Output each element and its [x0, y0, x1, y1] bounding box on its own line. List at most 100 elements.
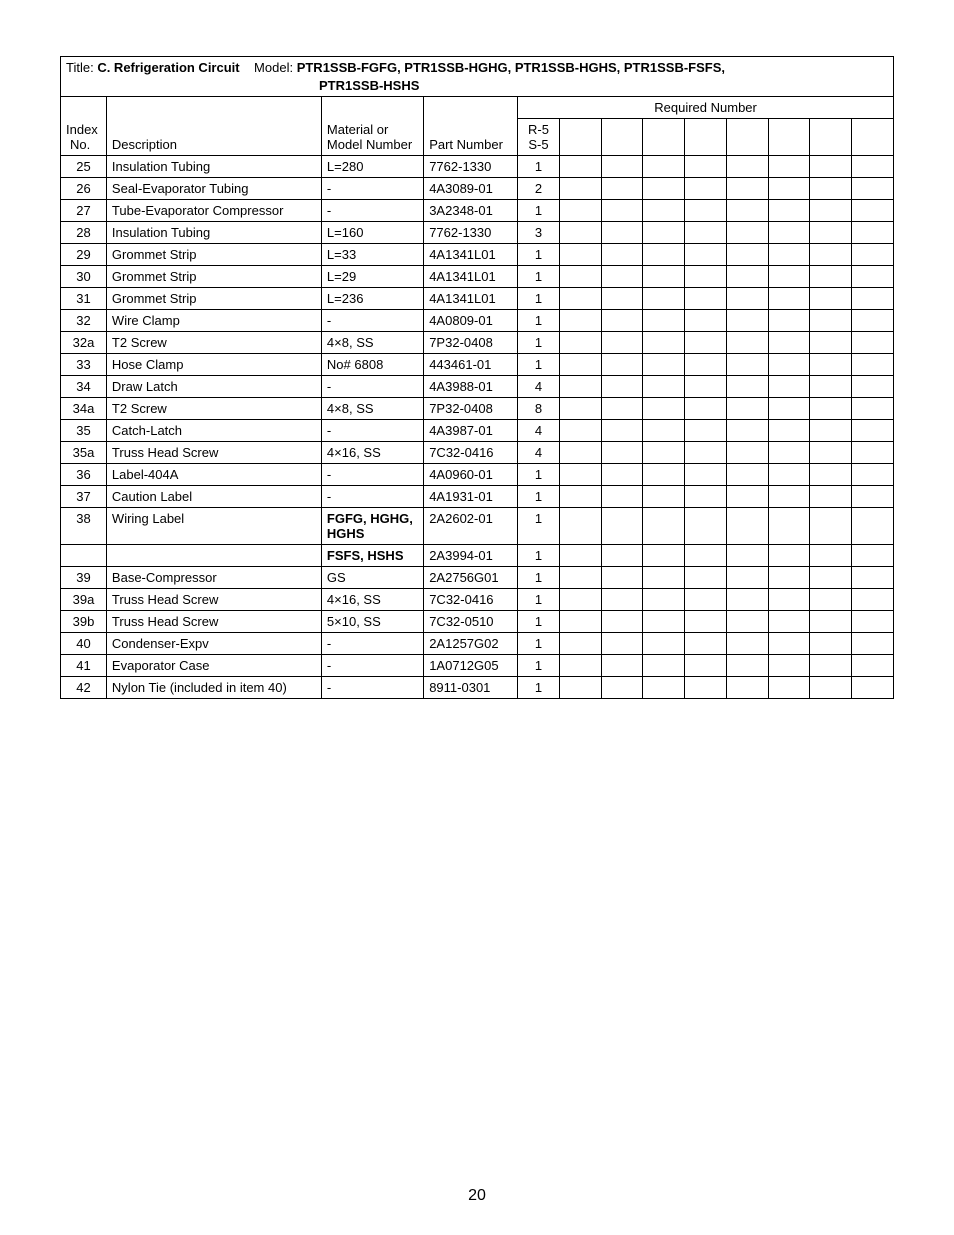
cell-blank: [643, 545, 685, 567]
cell-index: 34a: [61, 398, 107, 420]
cell-blank: [685, 244, 727, 266]
cell-qty: 1: [518, 633, 560, 655]
cell-material: -: [321, 633, 423, 655]
cell-blank: [643, 611, 685, 633]
table-row: 40Condenser-Expv-2A1257G021: [61, 633, 894, 655]
cell-blank: [643, 376, 685, 398]
cell-material: -: [321, 464, 423, 486]
cell-blank: [601, 200, 643, 222]
table-row: 39Base-CompressorGS2A2756G011: [61, 567, 894, 589]
cell-blank: [601, 156, 643, 178]
cell-index: 28: [61, 222, 107, 244]
cell-part-number: 4A3089-01: [424, 178, 518, 200]
cell-blank: [601, 398, 643, 420]
cell-blank: [852, 222, 894, 244]
parts-table: Title: C. Refrigeration Circuit Model: P…: [60, 56, 894, 699]
cell-material: 4×16, SS: [321, 442, 423, 464]
cell-material: FGFG, HGHG, HGHS: [321, 508, 423, 545]
cell-blank: [726, 222, 768, 244]
model-line1: PTR1SSB-FGFG, PTR1SSB-HGHG, PTR1SSB-HGHS…: [297, 60, 725, 75]
cell-blank: [810, 486, 852, 508]
cell-blank: [685, 222, 727, 244]
cell-index: 33: [61, 354, 107, 376]
cell-blank: [643, 508, 685, 545]
cell-blank: [559, 200, 601, 222]
cell-part-number: 4A0960-01: [424, 464, 518, 486]
cell-index: 31: [61, 288, 107, 310]
cell-description: Base-Compressor: [106, 567, 321, 589]
cell-qty: 1: [518, 244, 560, 266]
header-blank-6: [768, 119, 810, 156]
cell-description: Tube-Evaporator Compressor: [106, 200, 321, 222]
cell-blank: [643, 266, 685, 288]
cell-blank: [768, 442, 810, 464]
cell-blank: [643, 156, 685, 178]
cell-material: L=160: [321, 222, 423, 244]
cell-blank: [810, 655, 852, 677]
cell-part-number: 4A3988-01: [424, 376, 518, 398]
cell-blank: [601, 611, 643, 633]
cell-blank: [685, 332, 727, 354]
cell-blank: [726, 611, 768, 633]
cell-material: 4×8, SS: [321, 398, 423, 420]
cell-blank: [643, 354, 685, 376]
model-prefix: Model:: [240, 60, 297, 75]
cell-blank: [601, 222, 643, 244]
cell-blank: [643, 310, 685, 332]
cell-blank: [726, 545, 768, 567]
cell-description: Truss Head Screw: [106, 589, 321, 611]
cell-part-number: 3A2348-01: [424, 200, 518, 222]
cell-blank: [852, 486, 894, 508]
header-material-l2: Model Number: [327, 137, 412, 152]
cell-blank: [726, 398, 768, 420]
cell-blank: [810, 222, 852, 244]
cell-blank: [726, 442, 768, 464]
cell-blank: [768, 288, 810, 310]
title-prefix: Title:: [66, 60, 97, 75]
cell-blank: [643, 332, 685, 354]
cell-description: Grommet Strip: [106, 288, 321, 310]
cell-blank: [726, 633, 768, 655]
cell-blank: [559, 486, 601, 508]
cell-blank: [726, 178, 768, 200]
cell-blank: [643, 589, 685, 611]
header-required-number: Required Number: [518, 97, 894, 119]
cell-blank: [559, 567, 601, 589]
cell-blank: [601, 545, 643, 567]
cell-blank: [852, 376, 894, 398]
cell-blank: [601, 442, 643, 464]
cell-index: 32a: [61, 332, 107, 354]
cell-part-number: 7P32-0408: [424, 398, 518, 420]
cell-blank: [559, 611, 601, 633]
cell-material: 5×10, SS: [321, 611, 423, 633]
cell-blank: [852, 508, 894, 545]
cell-index: 36: [61, 464, 107, 486]
cell-description: Nylon Tie (included in item 40): [106, 677, 321, 699]
cell-blank: [810, 442, 852, 464]
cell-blank: [643, 420, 685, 442]
cell-material: -: [321, 420, 423, 442]
cell-material: -: [321, 677, 423, 699]
cell-blank: [601, 655, 643, 677]
cell-blank: [685, 200, 727, 222]
cell-blank: [643, 486, 685, 508]
cell-blank: [559, 288, 601, 310]
cell-part-number: 2A2756G01: [424, 567, 518, 589]
title-row-1: Title: C. Refrigeration Circuit Model: P…: [61, 57, 894, 79]
cell-blank: [810, 420, 852, 442]
cell-qty: 1: [518, 156, 560, 178]
cell-blank: [768, 266, 810, 288]
cell-blank: [726, 567, 768, 589]
cell-description: T2 Screw: [106, 398, 321, 420]
cell-blank: [685, 420, 727, 442]
cell-blank: [559, 310, 601, 332]
cell-blank: [768, 464, 810, 486]
header-blank-4: [685, 119, 727, 156]
cell-part-number: 7762-1330: [424, 156, 518, 178]
cell-blank: [852, 398, 894, 420]
header-blank-3: [643, 119, 685, 156]
cell-material: -: [321, 310, 423, 332]
cell-blank: [601, 354, 643, 376]
cell-blank: [601, 589, 643, 611]
cell-blank: [810, 178, 852, 200]
